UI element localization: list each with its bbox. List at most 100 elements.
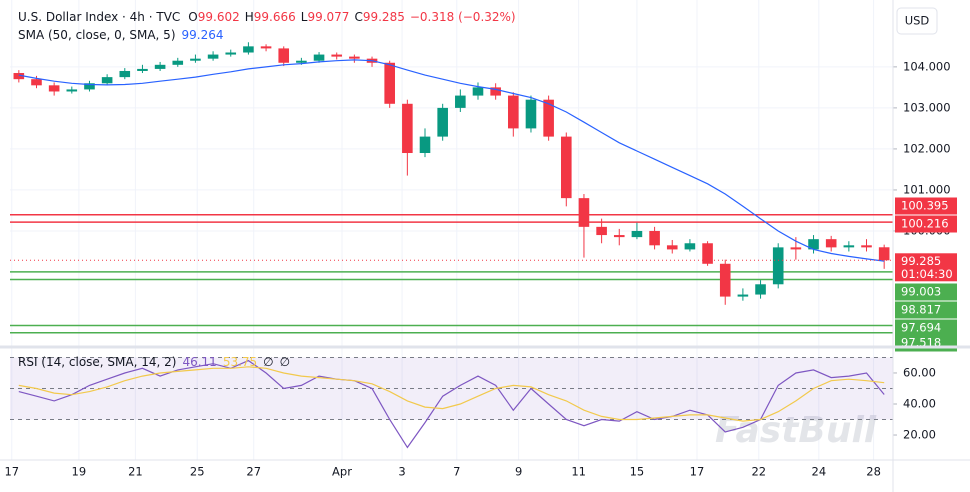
candle-body [260,46,272,49]
x-tick-label: 25 [190,465,205,479]
candle-body [560,136,572,199]
x-tick-label: 28 [866,465,881,479]
candle-body [207,54,219,59]
currency-box[interactable] [896,7,938,35]
candle-body [119,70,131,78]
sma-value: 99.264 [182,28,224,42]
candle-body [172,60,184,65]
x-tick-label: 22 [751,465,766,479]
candle-body [772,247,784,285]
candle-body [313,54,325,61]
rsi-extra: ∅ [280,355,290,369]
x-tick-label: 21 [128,465,143,479]
candle-body [737,294,749,297]
ohlc-value: 99.285 [363,10,405,24]
candle-body [578,198,590,227]
rsi-value: 53.75 [223,355,257,369]
resistance-label: 100.216 [901,217,949,231]
candle-body [84,83,95,90]
candle-body [437,107,448,137]
ohlc-label: H [245,10,254,24]
y-tick-label: 101.000 [903,182,951,196]
watermark: FastBull [715,410,877,451]
ohlc-value: 99.077 [307,10,349,24]
candle-body [402,103,413,154]
y-tick-label: 102.000 [903,141,951,155]
candle-body [278,48,290,63]
x-tick-label: 17 [690,465,705,479]
ohlc-label: O [188,10,197,24]
x-tick-label: 19 [72,465,87,479]
x-tick-label: 15 [630,465,645,479]
y-tick-label: 104.000 [903,59,951,73]
sma-label: SMA (50, close, 0, SMA, 5) [18,28,176,42]
candle-body [490,87,501,96]
candle-body [508,95,519,129]
candle-body [808,239,819,250]
resistance-label-box [895,197,957,215]
ohlc-label: C [354,10,362,24]
y-tick-label: 60.00 [903,365,936,379]
candle-body [101,77,113,84]
x-tick-label: 27 [246,465,261,479]
resistance-label: 100.395 [901,199,949,213]
candle-body [472,87,484,96]
candle-body [825,239,837,248]
x-tick-label: 9 [515,465,522,479]
candle-body [190,58,201,61]
support-label-box [895,319,957,337]
resistance-label-box [895,215,957,233]
last-price-label: 99.285 [901,254,941,268]
support-label-box [895,301,957,319]
candle-body [331,54,343,57]
candle-body [861,245,872,248]
candle-body [137,68,148,71]
candle-body [719,263,731,297]
legend-sma: SMA (50, close, 0, SMA, 5) 99.264 [18,28,224,42]
rsi-line [18,366,885,422]
candle-body [296,60,307,63]
candle-body [649,230,660,246]
rsi-line [18,359,885,449]
candle-body [13,73,25,80]
currency: USD [905,14,930,28]
candle-body [154,64,166,69]
y-tick-label: 20.00 [903,428,936,442]
candle-body [419,136,431,154]
y-tick-label: 103.000 [903,100,951,114]
x-tick-label: 11 [571,465,586,479]
candle-body [631,230,643,238]
support-label: 99.003 [901,285,941,299]
candle-body [666,245,678,250]
sma-line [18,59,885,262]
candle-body [543,99,554,137]
candle-body [243,46,254,53]
candle-body [702,243,713,264]
support-label: 97.694 [901,321,941,335]
candle-body [755,284,766,295]
candle-body [48,85,60,92]
candle-body [790,247,802,250]
x-tick-label: 7 [453,465,460,479]
x-tick-label: 3 [398,465,405,479]
ohlc-value: 99.602 [198,10,240,24]
candle-body [878,247,890,261]
candle-body [225,52,237,55]
support-label: 98.817 [901,303,941,317]
x-tick-label: Apr [332,465,352,479]
candle-body [349,56,360,59]
rsi-value: 46.11 [182,355,216,369]
candle-body [384,62,395,104]
candle-body [455,95,466,108]
ohlc-label: L [301,10,308,24]
change: −0.318 (−0.32%) [410,10,516,24]
y-tick-label: 40.00 [903,396,936,410]
x-tick-label: 24 [812,465,827,479]
symbol: U.S. Dollar Index · 4h · TVC [18,10,180,24]
candle-body [525,99,537,129]
legend-rsi: RSI (14, close, SMA, 14, 2) 46.11 53.75 ∅ ∅ [18,355,290,369]
candle-body [684,243,696,250]
rsi-label: RSI (14, close, SMA, 14, 2) [18,355,176,369]
candle-body [613,235,625,238]
